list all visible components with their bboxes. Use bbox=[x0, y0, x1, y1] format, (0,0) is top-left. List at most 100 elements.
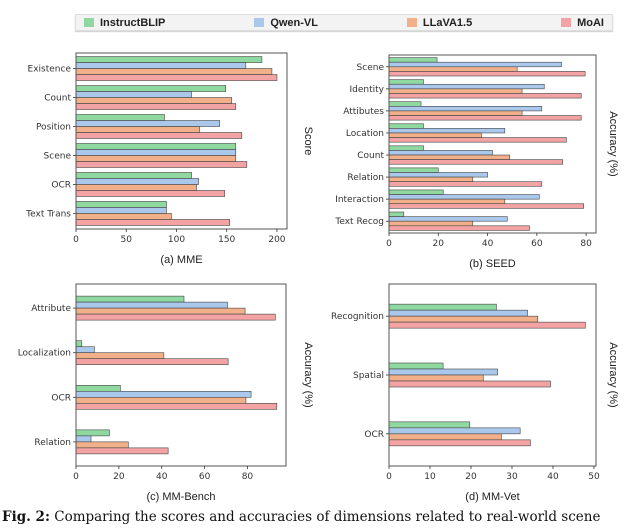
y-tick-label: Recognition bbox=[331, 312, 384, 322]
bar-llava1-5 bbox=[388, 66, 518, 72]
x-tick-label: 0 bbox=[386, 472, 392, 482]
caption-label: Fig. 2: bbox=[2, 509, 50, 525]
legend-label: LLaVA1.5 bbox=[422, 16, 473, 29]
bar-instructblip bbox=[75, 85, 227, 92]
bar-moai bbox=[388, 115, 582, 121]
y-tick-label: Text Recog bbox=[334, 217, 384, 227]
y-axis-label: Accuracy (%) bbox=[607, 111, 619, 176]
bar-moai bbox=[388, 203, 584, 209]
x-tick-label: 100 bbox=[168, 235, 185, 245]
bar-moai bbox=[388, 137, 567, 143]
y-tick-label: Interaction bbox=[335, 195, 384, 205]
bar-llava1-5 bbox=[388, 433, 502, 441]
bar-llava1-5 bbox=[75, 396, 247, 404]
y-tick-label: Count bbox=[357, 151, 384, 161]
bar-qwen-vl bbox=[75, 120, 220, 127]
chart-title: (d) MM-Vet bbox=[465, 491, 519, 503]
y-axis-label: Accuracy (%) bbox=[607, 342, 619, 407]
y-tick-label: OCR bbox=[364, 430, 384, 440]
bar-instructblip bbox=[75, 143, 237, 150]
x-tick-label: 40 bbox=[156, 472, 168, 482]
legend: InstructBLIP Qwen-VL LLaVA1.5 MoAI bbox=[75, 14, 613, 31]
bar-moai bbox=[75, 132, 243, 139]
y-tick-label: Text Trans bbox=[25, 209, 71, 219]
bar-instructblip bbox=[388, 123, 424, 129]
bar-qwen-vl bbox=[75, 207, 167, 214]
bar-qwen-vl bbox=[75, 435, 92, 443]
y-tick-label: Attibutes bbox=[343, 107, 384, 117]
bar-moai bbox=[75, 447, 169, 455]
y-tick-label: OCR bbox=[51, 393, 71, 403]
legend-item-llava: LLaVA1.5 bbox=[406, 16, 473, 29]
bar-qwen-vl bbox=[388, 61, 562, 68]
bar-llava1-5 bbox=[388, 220, 474, 227]
x-tick-label: 0 bbox=[386, 239, 392, 249]
bar-instructblip bbox=[388, 57, 438, 63]
bar-moai bbox=[388, 380, 551, 388]
x-tick-label: 0 bbox=[73, 472, 79, 482]
bar-qwen-vl bbox=[388, 194, 540, 200]
bar-instructblip bbox=[388, 167, 439, 173]
bar-llava1-5 bbox=[75, 441, 129, 449]
y-tick-label: Scene bbox=[44, 151, 72, 161]
bar-qwen-vl bbox=[75, 301, 228, 309]
y-tick-label: Localization bbox=[18, 349, 71, 359]
axes-frame bbox=[75, 283, 287, 467]
x-tick-label: 0 bbox=[73, 235, 79, 245]
bar-llava1-5 bbox=[75, 97, 233, 104]
legend-label: Qwen-VL bbox=[270, 16, 318, 29]
bar-qwen-vl bbox=[75, 346, 95, 354]
y-tick-label: Position bbox=[36, 123, 71, 133]
x-tick-label: 10 bbox=[424, 472, 436, 482]
figure-caption: Fig. 2: Comparing the scores and accurac… bbox=[2, 509, 600, 525]
bar-qwen-vl bbox=[388, 83, 545, 90]
bar-qwen-vl bbox=[388, 150, 493, 156]
legend-item-qwen-vl: Qwen-VL bbox=[254, 17, 318, 29]
x-tick-label: 20 bbox=[465, 472, 477, 482]
bar-moai bbox=[75, 358, 229, 366]
bar-instructblip bbox=[388, 421, 471, 429]
bar-llava1-5 bbox=[75, 352, 165, 360]
bar-moai bbox=[388, 159, 564, 165]
x-tick-label: 40 bbox=[482, 239, 494, 249]
chart-title: (c) MM-Bench bbox=[146, 491, 215, 503]
bar-llava1-5 bbox=[388, 198, 506, 205]
bar-instructblip bbox=[75, 172, 192, 179]
bar-moai bbox=[75, 219, 231, 226]
bar-llava1-5 bbox=[75, 126, 200, 133]
bar-moai bbox=[75, 161, 248, 168]
bar-instructblip bbox=[388, 303, 497, 311]
x-tick-label: 40 bbox=[547, 472, 559, 482]
bar-qwen-vl bbox=[388, 172, 488, 178]
bar-instructblip bbox=[75, 429, 110, 437]
bar-instructblip bbox=[388, 362, 444, 370]
bar-instructblip bbox=[75, 201, 167, 208]
bar-qwen-vl bbox=[75, 62, 247, 69]
bar-qwen-vl bbox=[75, 149, 237, 156]
x-tick-label: 20 bbox=[433, 239, 445, 249]
bar-llava1-5 bbox=[388, 132, 482, 138]
bar-instructblip bbox=[75, 114, 165, 121]
caption-text: Comparing the scores and accuracies of d… bbox=[54, 509, 601, 525]
bar-qwen-vl bbox=[388, 427, 521, 435]
bar-llava1-5 bbox=[388, 374, 484, 382]
bar-instructblip bbox=[388, 211, 405, 217]
bar-qwen-vl bbox=[388, 128, 506, 134]
y-tick-label: Location bbox=[346, 129, 384, 139]
legend-label: InstructBLIP bbox=[100, 16, 166, 29]
legend-item-moai: MoAI bbox=[561, 17, 604, 29]
bar-moai bbox=[388, 439, 531, 447]
x-tick-label: 60 bbox=[199, 472, 211, 482]
y-tick-label: Relation bbox=[347, 173, 384, 183]
bar-instructblip bbox=[388, 79, 424, 85]
bar-llava1-5 bbox=[388, 110, 523, 116]
x-tick-label: 20 bbox=[113, 472, 125, 482]
bar-qwen-vl bbox=[388, 309, 528, 317]
bar-moai bbox=[388, 71, 586, 77]
bar-moai bbox=[388, 181, 543, 187]
chart-title: (a) MME bbox=[160, 254, 202, 266]
legend-label: MoAI bbox=[577, 16, 604, 29]
bar-instructblip bbox=[388, 101, 422, 107]
bar-moai bbox=[388, 321, 586, 329]
bar-qwen-vl bbox=[75, 91, 192, 98]
